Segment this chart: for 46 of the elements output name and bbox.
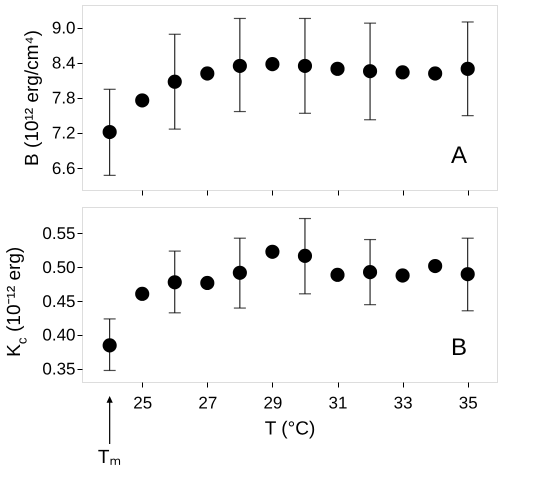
point [460,62,475,76]
point [330,62,345,76]
y-tick-label: 8.4 [52,53,76,72]
y-tick-label: 6.6 [52,158,76,178]
point [168,275,182,290]
point [135,286,150,301]
y-axis-title: Kc (10⁻¹² erg) [4,246,30,357]
y-tick-label: 7.8 [52,88,76,108]
x-tick-label: 33 [394,394,413,412]
point [298,58,312,73]
point [428,66,442,81]
y-axis-title: B (10¹² erg/cm⁴) [22,30,43,166]
point [102,338,117,352]
point [232,58,247,73]
point [396,268,410,283]
x-axis-title: T (°C) [264,418,316,440]
x-tick-label: 25 [133,394,152,412]
point [362,265,378,280]
point [396,65,410,80]
point [102,124,117,140]
point [232,266,247,280]
annotation: A [450,142,467,169]
y-tick-label: 0.40 [42,326,76,345]
point [135,93,150,108]
y-tick-label: 9.0 [52,18,76,38]
point [168,74,182,89]
point [460,267,475,282]
y-tick-label: 0.45 [42,292,76,311]
y-tick-label: 0.55 [42,224,76,243]
point [200,276,214,290]
annotation: B [450,334,467,361]
x-tick-label: 31 [328,394,348,412]
point [265,244,280,259]
point [362,64,378,78]
y-tick-label: 0.50 [42,258,76,277]
x-tick-label: 29 [263,394,282,412]
point [200,66,214,81]
point [265,57,280,72]
x-tick-label: 27 [198,394,218,412]
point [298,248,312,263]
y-tick-label: 0.35 [42,360,76,379]
y-tick-label: 7.2 [52,124,76,143]
point [330,268,345,282]
text: Tₘ [98,447,122,468]
x-tick-label: 35 [458,394,478,412]
point [428,258,442,274]
